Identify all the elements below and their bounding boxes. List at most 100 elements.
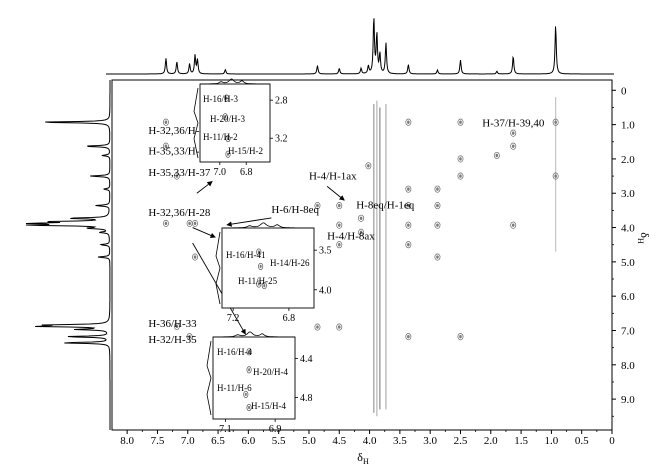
- x-tick-label: 8.0: [120, 435, 134, 447]
- cross-peak-contour-outer: [162, 142, 169, 150]
- cross-peak-contour-inner: [436, 255, 439, 259]
- cross-peak-contour-outer: [162, 219, 169, 227]
- cross-peak: [457, 155, 464, 163]
- annotation-h-32-36-h-28: H-32,36/H-28: [148, 207, 211, 219]
- cross-peak-contour-inner: [407, 223, 410, 227]
- cross-peak-contour-outer: [510, 221, 517, 229]
- cross-peak: [314, 323, 321, 331]
- cross-peak: [336, 241, 343, 249]
- cross-peak-contour-inner: [459, 120, 462, 124]
- inset-left-projection: [215, 231, 221, 305]
- cross-peak: [314, 202, 321, 210]
- y-axis-label-main: δ: [638, 232, 652, 238]
- inset-cross-peak: [243, 390, 249, 398]
- inset-label-h-11-h-6: H-11/H-6: [217, 383, 252, 393]
- cross-peak-contour-outer: [493, 151, 500, 160]
- inset-top-projection: [200, 78, 270, 85]
- annotation-arrow: [192, 227, 216, 238]
- cross-peak-contour-inner: [337, 325, 341, 329]
- y-axis-label-sub: H: [636, 238, 645, 244]
- cross-peak-contour-inner: [436, 187, 439, 191]
- inset-left-projection: [206, 340, 212, 416]
- cross-peak-contour-outer: [510, 129, 517, 137]
- inset-y-tick-label: 4.4: [300, 354, 313, 365]
- cross-peak-contour-inner: [164, 221, 168, 226]
- y-axis: 0 1.0 2.0 3.0 4.0 5.0 6.0 7.0 8.0 9.0: [612, 85, 635, 417]
- cross-peak-contour-inner: [459, 174, 462, 178]
- x-tick-label: 0: [609, 435, 615, 447]
- cross-peak-contour-inner: [436, 203, 439, 208]
- x-tick-label: 7.0: [181, 435, 195, 447]
- x-tick-label: 7.5: [151, 435, 165, 447]
- cross-peak-contour-outer: [510, 142, 517, 150]
- inset-label-h-15-h-4: H-15/H-4: [251, 401, 286, 411]
- x-tick-label: 2.5: [454, 435, 468, 447]
- cross-peak-contour-inner: [164, 144, 168, 148]
- inset-cross-peak-core: [259, 264, 262, 268]
- inset-top-projection: [213, 331, 295, 338]
- cross-peak-contour-inner: [511, 131, 515, 135]
- inset-panel: H-16/H-4H-20/H-4H-11/H-6 H-15/H-4 7.1 6.9 4.…: [206, 331, 313, 435]
- cross-peak-contour-inner: [193, 255, 197, 259]
- inset-x-tick-label: 7.0: [214, 167, 227, 178]
- cross-peak: [457, 118, 464, 126]
- cross-peak-contour-outer: [336, 241, 343, 249]
- inset-cross-peak: [256, 248, 262, 256]
- cross-peak-contour-outer: [405, 202, 412, 210]
- inset-label-h-16-h-41: H-16/H-41: [226, 250, 266, 260]
- top-projection-trace: [106, 18, 614, 75]
- x-tick-label: 0.5: [575, 435, 589, 447]
- cross-peak-contour-outer: [162, 118, 169, 126]
- cross-peak: [192, 219, 198, 227]
- annotation-arrow: [326, 186, 345, 201]
- cross-peak: [552, 118, 559, 126]
- cross-peak-contour-outer: [365, 162, 372, 170]
- cross-peak-contour-outer: [434, 253, 441, 261]
- inset-frame: [199, 83, 271, 163]
- cross-peak: [186, 333, 193, 341]
- annotation-h-4-h-1ax: H-4/H-1ax: [309, 171, 357, 183]
- cross-peak-contour-outer: [457, 333, 464, 341]
- cross-peak: [336, 202, 343, 210]
- inset-layer: H-16/H-3 H-20/H-3 H-11/H-2 H-15/H-2 7.0 6.8 2.…: [193, 78, 332, 435]
- y-tick-label: 9.0: [621, 394, 635, 406]
- annotation-h-35-33-h-38: H-35,33/H-38: [148, 145, 211, 157]
- cross-peak-contour-inner: [359, 216, 363, 220]
- cross-peak: [434, 185, 441, 193]
- cross-peak-contour-outer: [336, 221, 343, 229]
- annotation-h-4-h-8ax: H-4/H-8ax: [327, 231, 375, 243]
- annotation-h-6-h-8eq: H-6/H-8eq: [271, 204, 319, 216]
- x-tick-label: 5.0: [302, 435, 316, 447]
- cross-peak-contour-outer: [457, 155, 464, 163]
- cross-peak-contour-outer: [173, 172, 180, 180]
- cross-peak: [405, 241, 412, 249]
- inset-cross-peak-core: [248, 405, 251, 410]
- cross-peak-contour-outer: [405, 333, 412, 341]
- cross-peak-contour-inner: [459, 157, 462, 161]
- cross-peak: [365, 162, 372, 170]
- cross-peak: [510, 221, 517, 229]
- cross-peak: [405, 185, 412, 193]
- x-axis-label-sub: H: [363, 457, 369, 466]
- cross-peak-contour-inner: [359, 230, 363, 235]
- cross-peak-contour-outer: [186, 333, 193, 341]
- annotation-h-36-h-33: H-36/H-33: [148, 318, 197, 330]
- inset-cross-peak-core: [225, 96, 228, 100]
- left-projection-spectrum: [25, 80, 111, 430]
- cross-peak: [434, 202, 441, 210]
- inset-label-h-16-h-4: H-16/H-4: [217, 347, 252, 357]
- inset-x-tick-label: 6.9: [269, 424, 282, 435]
- inset-y-tick-label: 4.0: [319, 285, 332, 296]
- x-axis: 8.0 7.5 7.0 6.5 6.0 5.5 5.0 4.5 4.0 3.5 3.0 2.5 2.0 1…: [120, 430, 615, 447]
- plot-frame: [111, 79, 613, 431]
- cross-peak-contour-outer: [405, 118, 412, 126]
- cross-peak: [162, 142, 169, 150]
- annotation-arrow: [196, 181, 213, 194]
- cross-peak: [493, 151, 500, 160]
- top-projection-spectrum: [106, 18, 614, 75]
- cross-peak-contour-outer: [314, 323, 321, 331]
- cross-peak: [358, 214, 365, 222]
- cross-peak: [192, 253, 198, 261]
- inset-y-tick-label: 3.2: [275, 134, 288, 145]
- inset-cross-peak-core: [224, 115, 227, 119]
